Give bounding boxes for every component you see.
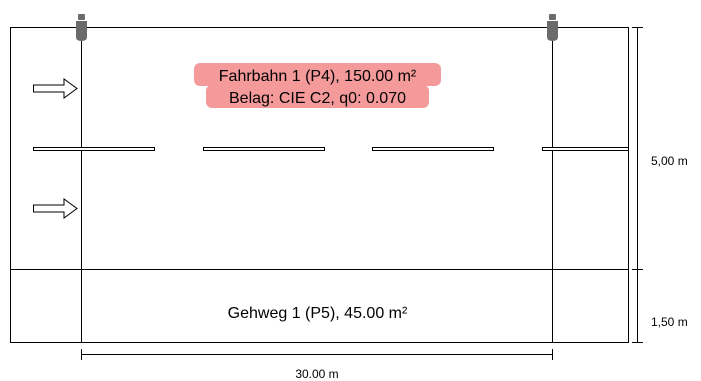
pole-spacing-label: 30.00 m [295,367,338,381]
sidewalk-label: Gehweg 1 (P5), 45.00 m² [228,305,408,322]
lane-dash [203,147,325,151]
lane-markings [33,147,629,151]
luminaire-left-icon [76,14,87,41]
luminaire-right-icon [547,14,558,41]
roadway-label-line2: Belag: CIE C2, q0: 0.070 [229,90,406,107]
roadway-width-label: 5,00 m [651,154,688,168]
sidewalk-width-label: 1,50 m [651,315,688,329]
direction-arrow-icon [33,198,78,219]
sidewalk-area [10,269,629,343]
roadway-label-highlight [206,85,429,108]
roadway-label-line1: Fahrbahn 1 (P4), 150.00 m² [219,68,417,85]
roadway-label-highlight [194,63,441,86]
lane-dash [542,147,629,151]
lane-dash [33,147,155,151]
lane-dash [372,147,494,151]
direction-arrow-icon [33,78,78,99]
